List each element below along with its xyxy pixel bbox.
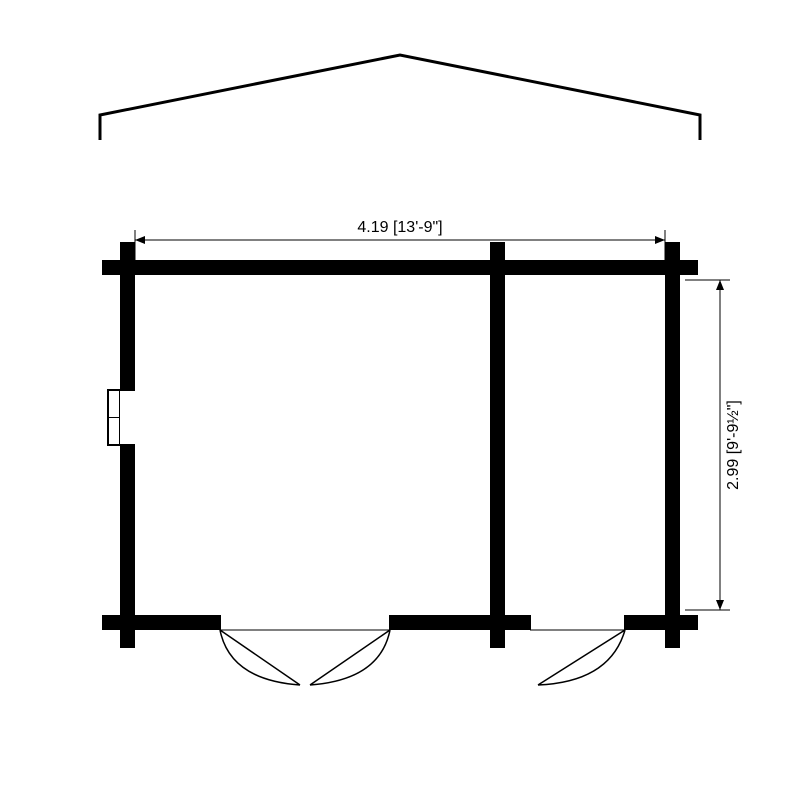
arrow-right [655, 236, 665, 244]
room-right [505, 275, 665, 615]
height-dimension-line [685, 280, 730, 610]
width-dimension-label: 4.19 [13'-9"] [357, 219, 442, 236]
arrow-down [716, 600, 724, 610]
height-dimension-label: 2.99 [9'-9½"] [725, 400, 742, 490]
double-door-left-leaf [220, 630, 300, 685]
room-left [135, 275, 490, 615]
floor-plan-diagram: 4.19 [13'-9"] 2.99 [9'-9½"] [0, 0, 800, 800]
arrow-up [716, 280, 724, 290]
arrow-left [135, 236, 145, 244]
single-door-leaf [538, 630, 625, 685]
roof-profile [100, 55, 700, 140]
double-door-right-leaf [310, 630, 390, 685]
